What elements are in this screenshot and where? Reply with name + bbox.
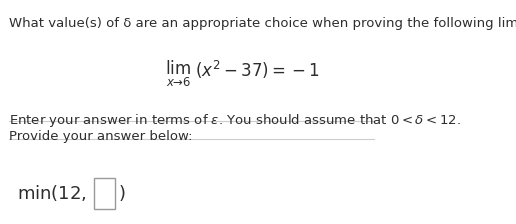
Text: What value(s) of δ are an appropriate choice when proving the following limit?: What value(s) of δ are an appropriate ch… [9,17,516,30]
Text: $\lim_{x \to 6}$: $\lim_{x \to 6}$ [165,59,191,89]
Text: $\min(12,$: $\min(12,$ [17,183,87,203]
Text: $)$: $)$ [119,183,126,203]
Text: Provide your answer below:: Provide your answer below: [9,130,192,143]
Text: Enter your answer in terms of $\varepsilon$. You should assume that $0 < \delta : Enter your answer in terms of $\varepsil… [9,112,461,129]
FancyBboxPatch shape [94,178,116,209]
Text: $(x^2 - 37) = -1$: $(x^2 - 37) = -1$ [195,59,320,81]
